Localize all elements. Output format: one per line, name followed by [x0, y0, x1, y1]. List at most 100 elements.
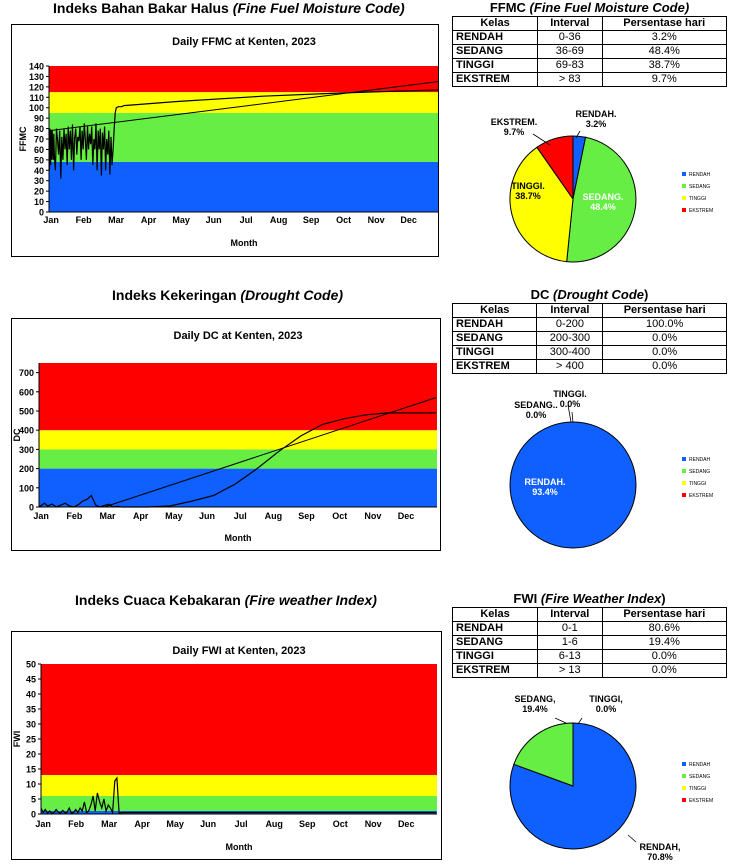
x-tick-label: Dec: [398, 819, 415, 829]
dc-table: DC (Drought Code) Kelas Interval Persent…: [451, 287, 727, 374]
cell-kelas: TINGGI: [451, 649, 539, 664]
table-row: SEDANG 1-6 19.4%: [451, 635, 728, 650]
dc-caption-end: ): [644, 287, 649, 302]
pie-slice-sedang: [566, 136, 637, 263]
ffmc-chart-box: Daily FFMC at Kenten, 2023 0 10 20 30 40 50 60 7…: [11, 24, 439, 257]
y-tick-label: 50: [34, 155, 44, 165]
pie-slice-tinggi: [509, 146, 574, 263]
y-tick-label: 70: [34, 135, 44, 145]
y-tick-label: 140: [29, 62, 44, 72]
header-persentase: Persentase hari: [602, 303, 727, 318]
y-tick-label: 300: [19, 445, 34, 455]
cell-pct: 48.4%: [601, 44, 728, 59]
header-kelas: Kelas: [451, 607, 539, 622]
table-row: EKSTREM > 13 0.0%: [451, 663, 728, 678]
x-tick-label: Jul: [234, 511, 247, 521]
chart-title: Daily FWI at Kenten, 2023: [172, 645, 305, 657]
x-tick-label: Sep: [299, 819, 316, 829]
table-row: EKSTREM > 400 0.0%: [451, 359, 727, 374]
y-axis-label: FWI: [12, 731, 22, 748]
cell-pct: 0.0%: [602, 345, 727, 360]
band-rendah: [39, 468, 437, 507]
band-tinggi: [41, 775, 437, 796]
pie-slice-label: SEDANG.. 0.0%: [514, 400, 558, 420]
cell-pct: 0.0%: [602, 331, 727, 346]
cell-pct: 38.7%: [601, 58, 728, 73]
band-tinggi: [39, 430, 437, 450]
table-row: SEDANG 36-69 48.4%: [451, 44, 728, 59]
dc-table-caption: DC (Drought Code): [453, 287, 727, 304]
fwi-caption-end: ): [661, 591, 666, 606]
dc-chart-box: Daily DC at Kenten, 2023 0 100 200 300 400 500…: [11, 318, 441, 551]
x-tick-label: Aug: [270, 215, 288, 225]
pie-slice-label: SEDANG, 19.4%: [514, 694, 555, 714]
fwi-chart: Daily FWI at Kenten, 2023 0 5 10 15 20 25 30 35 4…: [12, 645, 437, 852]
legend-swatch: [682, 184, 686, 188]
y-tick-label: 110: [29, 93, 44, 103]
x-tick-label: Oct: [332, 511, 347, 521]
legend-swatch: [682, 762, 686, 766]
y-tick-label: 10: [26, 780, 36, 790]
header-interval: Interval: [536, 303, 604, 318]
band-sedang: [41, 796, 437, 811]
fwi-caption-text: FWI: [513, 591, 538, 606]
pie-slice-label: RENDAH. 3.2%: [575, 109, 616, 129]
cell-interval: 69-83: [537, 58, 603, 73]
ffmc-table: FFMC (Fine Fuel Moisture Code) Kelas Int…: [451, 0, 728, 87]
dc-pie-chart: RENDAH. 93.4% SEDANG.. 0.0%TINGGI. 0.0% RENDA…: [509, 389, 713, 549]
y-axis-label: DC: [12, 428, 22, 441]
x-tick-label: Feb: [76, 215, 93, 225]
series-line-trend: [104, 397, 437, 508]
y-tick-label: 130: [29, 72, 44, 82]
legend-swatch: [682, 493, 686, 497]
cell-kelas: RENDAH: [451, 317, 538, 332]
cell-pct: 19.4%: [601, 635, 728, 650]
x-axis-label: Month: [226, 842, 253, 852]
y-tick-label: 0: [31, 810, 36, 820]
y-tick-label: 90: [34, 114, 44, 124]
pie-slice-label: TINGGI. 38.7%: [511, 181, 545, 201]
x-tick-label: Jan: [43, 215, 59, 225]
legend-label: RENDAH: [689, 762, 711, 768]
legend-swatch: [682, 172, 686, 176]
band-ekstrem: [41, 664, 437, 775]
x-tick-label: Jul: [240, 215, 253, 225]
y-tick-label: 25: [26, 735, 36, 745]
pie-leader-line: [627, 834, 637, 843]
x-tick-label: Jul: [235, 819, 248, 829]
header-interval: Interval: [537, 16, 603, 31]
y-tick-label: 100: [29, 103, 44, 113]
table-row: SEDANG 200-300 0.0%: [451, 331, 727, 346]
cell-kelas: TINGGI: [451, 58, 539, 73]
pie-slice-label: EKSTREM. 9.7%: [491, 117, 538, 137]
x-tick-label: Oct: [333, 819, 348, 829]
pie-slice-sedang: [513, 722, 574, 787]
ffmc-table-caption: FFMC (Fine Fuel Moisture Code): [453, 0, 727, 17]
x-axis-label: Month: [225, 533, 252, 543]
legend-swatch: [682, 208, 686, 212]
cell-pct: 100.0%: [602, 317, 727, 332]
ffmc-pie-chart: RENDAH. 3.2% SEDANG. 48.4% TINGGI. 38.7% EKSTR…: [491, 109, 713, 263]
ffmc-title-text: Indeks Bahan Bakar Halus: [53, 0, 229, 16]
legend-label: RENDAH: [689, 457, 711, 463]
cell-kelas: TINGGI: [451, 345, 538, 360]
table-row: RENDAH 0-1 80.6%: [451, 621, 728, 636]
y-tick-label: 0: [29, 503, 34, 513]
ffmc-section-title: Indeks Bahan Bakar Halus (Fine Fuel Mois…: [53, 0, 405, 16]
legend-swatch: [682, 481, 686, 485]
y-tick-label: 35: [26, 705, 36, 715]
pie-slice-label: RENDAH. 93.4%: [524, 477, 565, 497]
x-tick-label: Jun: [199, 511, 215, 521]
x-tick-label: Apr: [134, 819, 150, 829]
cell-kelas: RENDAH: [451, 30, 539, 45]
ffmc-chart: Daily FFMC at Kenten, 2023 01020304050607…: [18, 36, 439, 248]
series-line-trend: [48, 81, 438, 132]
y-tick-label: 30: [34, 176, 44, 186]
legend-swatch: [682, 457, 686, 461]
y-tick-label: 600: [19, 387, 34, 397]
x-tick-label: Mar: [101, 819, 118, 829]
y-tick-label: 60: [34, 145, 44, 155]
header-interval: Interval: [537, 607, 603, 622]
legend-swatch: [682, 469, 686, 473]
band-rendah: [49, 161, 439, 212]
